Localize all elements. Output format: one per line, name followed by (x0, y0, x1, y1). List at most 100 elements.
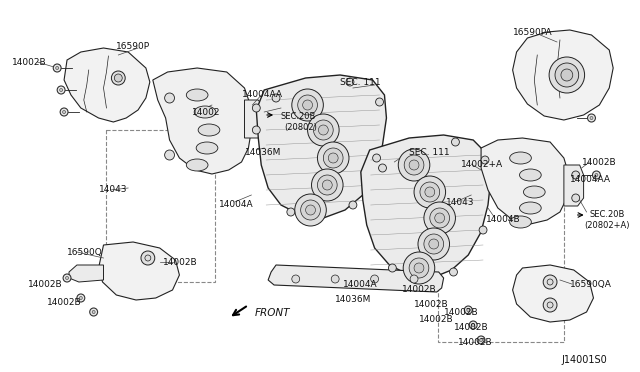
Text: 14002B: 14002B (47, 298, 82, 307)
Circle shape (145, 255, 151, 261)
Circle shape (303, 100, 312, 110)
Polygon shape (481, 138, 570, 224)
Polygon shape (153, 68, 252, 174)
Ellipse shape (186, 89, 208, 101)
Text: 14043: 14043 (445, 198, 474, 207)
Circle shape (252, 104, 260, 112)
Polygon shape (513, 30, 613, 120)
Text: 14002B: 14002B (28, 280, 62, 289)
Circle shape (53, 64, 61, 72)
Circle shape (319, 125, 328, 135)
Text: 14002B: 14002B (458, 338, 493, 347)
Circle shape (543, 275, 557, 289)
Circle shape (111, 71, 125, 85)
Ellipse shape (509, 216, 531, 228)
Polygon shape (268, 265, 444, 292)
Circle shape (590, 116, 593, 119)
Circle shape (308, 114, 339, 146)
Circle shape (593, 171, 600, 179)
Circle shape (409, 258, 429, 278)
Circle shape (403, 252, 435, 284)
Circle shape (317, 175, 337, 195)
Circle shape (549, 57, 584, 93)
Circle shape (572, 194, 580, 202)
Text: 14004A: 14004A (219, 200, 253, 209)
Text: 14036M: 14036M (335, 295, 372, 304)
Circle shape (479, 339, 483, 341)
Circle shape (63, 274, 71, 282)
Ellipse shape (520, 202, 541, 214)
Text: (20802): (20802) (284, 123, 317, 132)
Circle shape (414, 176, 445, 208)
Circle shape (409, 160, 419, 170)
Circle shape (572, 171, 580, 179)
Circle shape (376, 98, 383, 106)
Circle shape (477, 336, 485, 344)
Circle shape (465, 306, 472, 314)
Text: J14001S0: J14001S0 (562, 355, 607, 365)
Circle shape (90, 308, 97, 316)
Circle shape (65, 276, 68, 279)
Circle shape (378, 164, 387, 172)
Circle shape (328, 153, 338, 163)
Circle shape (420, 182, 440, 202)
Text: 14002B: 14002B (454, 323, 488, 332)
Circle shape (429, 239, 438, 249)
Circle shape (414, 263, 424, 273)
Text: 14004A: 14004A (343, 280, 378, 289)
Polygon shape (69, 265, 104, 282)
Circle shape (424, 234, 444, 254)
Text: 14002B: 14002B (414, 300, 449, 309)
Text: 14002B: 14002B (12, 58, 47, 67)
Text: 14004AA: 14004AA (570, 175, 611, 184)
Circle shape (332, 275, 339, 283)
Circle shape (92, 311, 95, 314)
Circle shape (63, 110, 65, 113)
Text: 16590PA: 16590PA (513, 28, 552, 37)
Circle shape (77, 294, 84, 302)
Text: FRONT: FRONT (254, 308, 290, 318)
Circle shape (543, 298, 557, 312)
Text: SEC.20B: SEC.20B (281, 112, 316, 121)
Circle shape (388, 264, 396, 272)
Circle shape (435, 213, 445, 223)
Text: 14002+A: 14002+A (461, 160, 504, 169)
Circle shape (60, 89, 63, 92)
Circle shape (301, 200, 321, 220)
Ellipse shape (524, 186, 545, 198)
Circle shape (547, 279, 553, 285)
Circle shape (141, 251, 155, 265)
Circle shape (346, 78, 354, 86)
Text: SEC. 111: SEC. 111 (409, 148, 450, 157)
Text: 14002: 14002 (192, 108, 221, 117)
Circle shape (252, 126, 260, 134)
Circle shape (56, 67, 59, 70)
Polygon shape (256, 75, 387, 218)
Polygon shape (244, 100, 264, 138)
Circle shape (306, 205, 316, 215)
Circle shape (372, 154, 381, 162)
Circle shape (430, 208, 449, 228)
Text: 14002B: 14002B (582, 158, 616, 167)
Text: SEC.20B: SEC.20B (589, 210, 625, 219)
Circle shape (287, 208, 295, 216)
Circle shape (314, 120, 333, 140)
Circle shape (479, 226, 487, 234)
Circle shape (472, 324, 475, 327)
Circle shape (312, 169, 343, 201)
Circle shape (298, 95, 317, 115)
Circle shape (425, 187, 435, 197)
Circle shape (404, 155, 424, 175)
Circle shape (547, 302, 553, 308)
Circle shape (164, 150, 175, 160)
Text: 14043: 14043 (99, 185, 127, 194)
Bar (438, 168, 564, 342)
Text: (20802+A): (20802+A) (584, 221, 630, 230)
Circle shape (555, 63, 579, 87)
Circle shape (349, 201, 357, 209)
Text: 14002B: 14002B (419, 315, 454, 324)
Text: SEC. 111: SEC. 111 (340, 78, 381, 87)
Circle shape (317, 142, 349, 174)
Circle shape (398, 149, 430, 181)
Circle shape (79, 296, 83, 299)
